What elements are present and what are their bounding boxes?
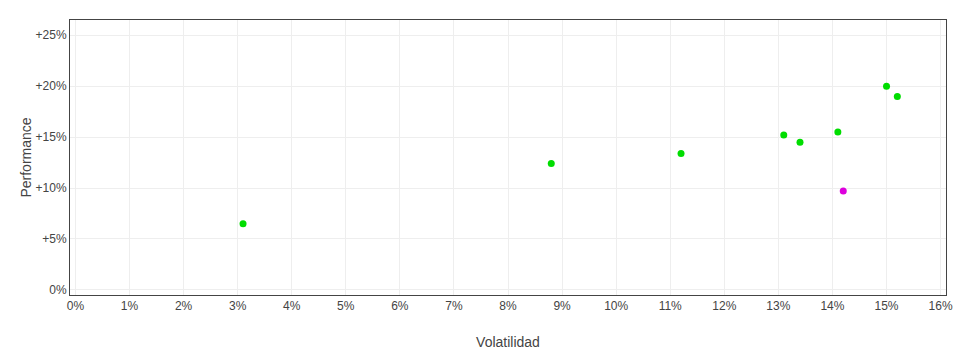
svg-text:+5%: +5% (42, 232, 67, 246)
svg-text:1%: 1% (121, 299, 139, 313)
svg-text:0%: 0% (49, 283, 67, 297)
svg-text:13%: 13% (766, 299, 790, 313)
svg-text:0%: 0% (67, 299, 85, 313)
svg-text:4%: 4% (283, 299, 301, 313)
svg-text:2%: 2% (175, 299, 193, 313)
svg-text:7%: 7% (445, 299, 463, 313)
svg-text:15%: 15% (875, 299, 899, 313)
svg-text:14%: 14% (820, 299, 844, 313)
svg-text:+25%: +25% (36, 28, 67, 42)
svg-text:+20%: +20% (36, 79, 67, 93)
svg-text:+15%: +15% (36, 130, 67, 144)
svg-text:5%: 5% (337, 299, 355, 313)
svg-text:16%: 16% (929, 299, 953, 313)
svg-text:Performance: Performance (18, 117, 34, 197)
svg-text:Volatilidad: Volatilidad (476, 334, 540, 350)
svg-text:11%: 11% (659, 299, 682, 313)
svg-text:3%: 3% (229, 299, 247, 313)
svg-text:8%: 8% (499, 299, 517, 313)
svg-text:10%: 10% (604, 299, 628, 313)
svg-text:9%: 9% (553, 299, 571, 313)
svg-text:+10%: +10% (36, 181, 67, 195)
svg-text:12%: 12% (712, 299, 736, 313)
svg-text:6%: 6% (391, 299, 409, 313)
